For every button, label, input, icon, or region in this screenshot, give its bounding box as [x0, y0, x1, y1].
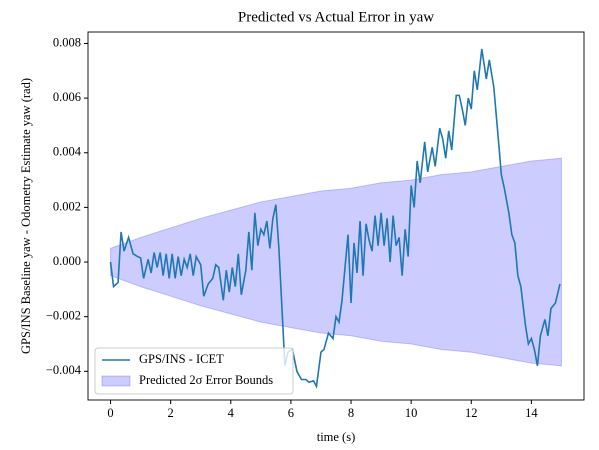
data-line [109, 48, 561, 389]
error-band [110, 157, 562, 367]
x-tick-label: 4 [228, 406, 235, 420]
x-tick-label: 2 [168, 406, 174, 420]
x-axis-label: time (s) [317, 430, 356, 444]
legend-label: Predicted 2σ Error Bounds [139, 373, 273, 387]
x-tick-label: 10 [405, 406, 418, 420]
x-tick-label: 0 [107, 406, 113, 420]
y-tick-label: −0.002 [46, 309, 81, 323]
plot-frame [87, 31, 585, 401]
legend-box [94, 347, 294, 395]
y-tick-label: 0.002 [53, 199, 81, 213]
y-tick-label: 0.004 [53, 145, 82, 159]
x-tick-label: 14 [525, 406, 538, 420]
y-tick-label: −0.004 [46, 363, 82, 377]
legend-swatch [101, 375, 131, 387]
y-tick-label: 0.000 [53, 254, 81, 268]
x-tick-label: 12 [465, 406, 478, 420]
chart-title: Predicted vs Actual Error in yaw [238, 9, 434, 25]
y-tick-label: 0.006 [53, 90, 81, 104]
y-axis-label: GPS/INS Baseline yaw - Odometry Estimate… [19, 78, 33, 354]
legend-label: GPS/INS - ICET [139, 352, 224, 366]
x-tick-label: 8 [348, 406, 354, 420]
y-tick-label: 0.008 [53, 35, 81, 49]
x-tick-label: 6 [288, 406, 294, 420]
